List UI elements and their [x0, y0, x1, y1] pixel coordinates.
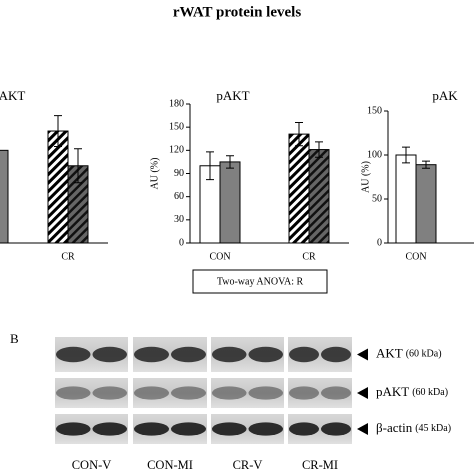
- blot-band: [289, 422, 319, 436]
- charts: AKT CR pAKT AU (%) 0 30 60 90 120 150 180 CON CR Two-…: [0, 88, 474, 294]
- blot-band: [171, 386, 206, 400]
- error-bar: [226, 155, 234, 169]
- chart-title: AKT: [0, 88, 25, 103]
- blot-strip: [288, 378, 352, 408]
- protein-name: pAKT: [376, 384, 409, 399]
- protein-name: AKT: [376, 345, 403, 360]
- y-tick-label: 150: [169, 121, 184, 132]
- protein-size: (45 kDa): [415, 423, 451, 434]
- blot-band: [56, 386, 91, 400]
- y-axis-label: AU (%): [149, 158, 160, 190]
- note-box: [192, 269, 328, 294]
- protein-size: (60 kDa): [406, 349, 442, 360]
- lane-label: CR-MI: [302, 458, 338, 472]
- error-bar: [315, 141, 323, 158]
- protein-name: β-actin: [376, 420, 413, 435]
- y-tick-label: 150: [367, 105, 382, 116]
- blot-band: [171, 422, 206, 436]
- bar: [0, 149, 9, 244]
- chart-title: pAK: [432, 88, 458, 103]
- y-tick-label: 120: [169, 145, 184, 156]
- protein-label: β-actin (45 kDa): [376, 420, 451, 435]
- protein-label: pAKT (60 kDa): [376, 384, 448, 399]
- y-tick-label: 180: [169, 98, 184, 109]
- arrow: [357, 387, 368, 399]
- blot-band: [289, 386, 319, 400]
- blot-band: [134, 346, 169, 363]
- blot-band: [134, 386, 169, 400]
- protein-label: AKT (60 kDa): [376, 345, 442, 360]
- error-bar: [295, 122, 303, 147]
- blot-band: [321, 422, 351, 436]
- error-bar: [54, 115, 62, 147]
- figure-title: rWAT protein levels: [173, 4, 301, 20]
- bar: [47, 130, 69, 244]
- arrow: [357, 348, 368, 361]
- blot-band: [92, 386, 127, 400]
- x-tick-label: CON: [405, 251, 426, 262]
- chart-title: pAKT: [216, 88, 249, 103]
- blot-band: [134, 422, 169, 436]
- y-tick-label: 100: [367, 149, 382, 160]
- y-tick-label: 0: [179, 237, 184, 248]
- blot-band: [248, 346, 283, 363]
- error-bar: [402, 146, 410, 164]
- blot-band: [321, 386, 351, 400]
- blot-band: [92, 422, 127, 436]
- lane-label: CON-V: [72, 458, 112, 472]
- bar: [395, 154, 417, 244]
- error-bar: [422, 160, 430, 169]
- arrow: [357, 423, 368, 435]
- blot-strip: [55, 378, 128, 408]
- blot-band: [321, 346, 351, 363]
- note: Two-way ANOVA: R: [217, 276, 304, 287]
- x-tick-label: CR: [302, 251, 316, 262]
- blot-band: [212, 422, 247, 436]
- blot-band: [289, 346, 319, 363]
- y-axis-label: AU (%): [360, 161, 371, 193]
- blot-strip: [211, 378, 284, 408]
- blot-band: [248, 386, 283, 400]
- y-tick-label: 90: [174, 168, 184, 179]
- protein-size: (60 kDa): [412, 387, 448, 398]
- blot-band: [171, 346, 206, 363]
- blot-band: [56, 422, 91, 436]
- y-tick-label: 50: [372, 193, 382, 204]
- bar: [308, 149, 330, 244]
- blot-band: [212, 386, 247, 400]
- error-bar: [206, 151, 214, 181]
- blot: B AKT (60 kDa)pAKT (60 kDa)β-actin (45 kDa)…: [10, 331, 451, 472]
- y-tick-label: 30: [174, 214, 184, 225]
- error-bar: [74, 148, 82, 184]
- bar: [415, 164, 437, 244]
- panel-label: B: [10, 331, 19, 346]
- bar: [288, 133, 310, 244]
- y-tick-label: 60: [174, 191, 184, 202]
- blot-band: [248, 422, 283, 436]
- x-tick-label: CON: [209, 251, 230, 262]
- x-tick-label: CR: [61, 251, 75, 262]
- blot-band: [56, 346, 91, 363]
- blot-band: [92, 346, 127, 363]
- bar: [219, 161, 241, 244]
- lane-label: CON-MI: [147, 458, 193, 472]
- y-tick-label: 0: [377, 237, 382, 248]
- blot-band: [212, 346, 247, 363]
- blot-strip: [133, 378, 207, 408]
- lane-label: CR-V: [233, 458, 263, 472]
